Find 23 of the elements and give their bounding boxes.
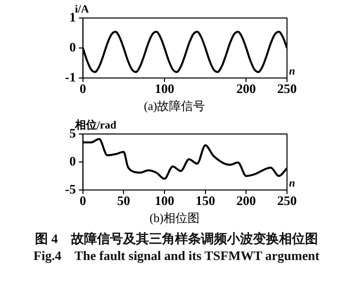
- x-tick-label: 100: [154, 81, 174, 96]
- y-tick-label: -1: [64, 69, 76, 84]
- y-tick-label: -5: [64, 181, 76, 196]
- caption: 图 4 故障信号及其三角样条调频小波变换相位图: [34, 230, 319, 247]
- x-tick-label: 100: [154, 193, 174, 208]
- caption: Fig.4 The fault signal and its TSFMWT argument: [32, 247, 320, 264]
- y-tick-label: 1: [69, 9, 76, 24]
- y-tick-label: 0: [69, 39, 76, 54]
- text: (b)相位图: [150, 210, 200, 225]
- x-tick-label: 150: [196, 193, 216, 208]
- x-tick-label: 50: [117, 193, 130, 208]
- y-axis-title: i/A: [74, 3, 89, 16]
- x-axis-title: n: [289, 65, 296, 78]
- x-tick-label: 200: [236, 81, 256, 96]
- x-tick-label: 0: [80, 81, 86, 96]
- text: (a)故障信号: [144, 98, 206, 113]
- x-axis-title: n: [289, 177, 296, 190]
- y-tick-label: 0: [69, 153, 76, 168]
- x-tick-label: 250: [277, 193, 297, 208]
- x-tick-label: 200: [236, 193, 256, 208]
- y-axis-title: 相位/rad: [74, 118, 116, 132]
- x-tick-label: 250: [277, 81, 297, 96]
- x-tick-label: 0: [80, 193, 86, 208]
